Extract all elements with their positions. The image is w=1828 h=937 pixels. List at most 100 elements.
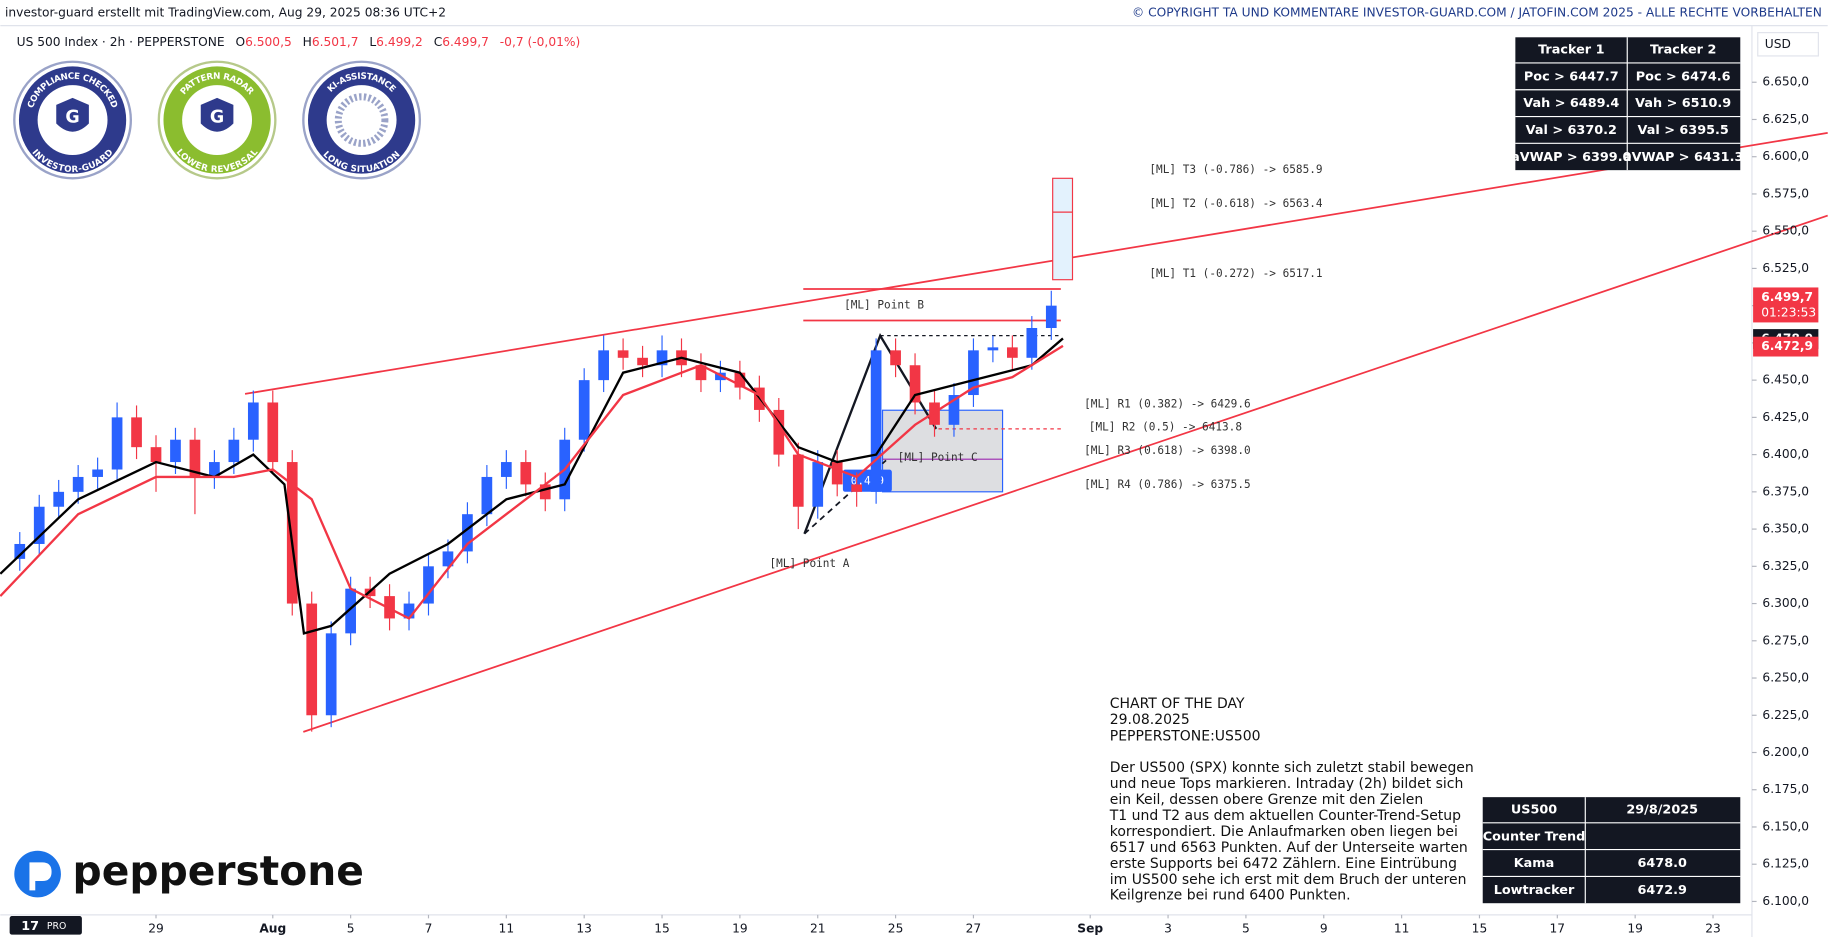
candle-body bbox=[286, 462, 298, 604]
x-tick-label: 11 bbox=[1394, 921, 1410, 935]
commentary-head: PEPPERSTONE:US500 bbox=[1110, 729, 1261, 745]
tv-logo: 17 PRO bbox=[9, 916, 82, 935]
svg-text:17: 17 bbox=[21, 919, 39, 934]
legend-label: O bbox=[235, 34, 245, 48]
candle-body bbox=[209, 462, 220, 477]
candle-body bbox=[228, 439, 240, 463]
legend: US 500 Index · 2h · PEPPERSTONE O6.500,5… bbox=[17, 34, 581, 48]
y-tick-label: 6.375,0 bbox=[1762, 484, 1809, 498]
commentary-line: Der US500 (SPX) konnte sich zuletzt stab… bbox=[1110, 760, 1474, 776]
x-tick-label: 9 bbox=[1320, 921, 1328, 935]
candle-body bbox=[909, 365, 921, 403]
x-tick-label: 19 bbox=[1627, 921, 1643, 935]
legend-symbol: US 500 Index · 2h · PEPPERSTONE bbox=[17, 34, 225, 48]
y-tick-label: 6.450,0 bbox=[1762, 373, 1809, 387]
candle-body bbox=[189, 439, 201, 477]
table-header: Tracker 2 bbox=[1650, 43, 1716, 58]
candle-body bbox=[72, 476, 84, 492]
currency-box bbox=[1757, 32, 1819, 57]
y-tick-label: 6.150,0 bbox=[1762, 819, 1809, 833]
indicator-line bbox=[0, 344, 1064, 620]
y-tick-label: 6.225,0 bbox=[1762, 708, 1809, 722]
y-tick-label: 6.200,0 bbox=[1762, 745, 1809, 759]
x-tick-label: 21 bbox=[810, 921, 826, 935]
candle-body bbox=[442, 551, 454, 567]
candle-body bbox=[325, 633, 337, 716]
table-cell: 29/8/2025 bbox=[1626, 802, 1698, 817]
candle-body bbox=[792, 454, 804, 507]
legend-value: 6.501,7 bbox=[312, 34, 359, 48]
plot bbox=[0, 290, 1064, 732]
brand-name: pepperstone bbox=[73, 847, 364, 895]
candle-body bbox=[53, 491, 65, 507]
y-tick-label: 6.400,0 bbox=[1762, 447, 1809, 461]
y-tick-label: 6.100,0 bbox=[1762, 894, 1809, 908]
x-tick-label: 11 bbox=[499, 921, 515, 935]
candle-body bbox=[656, 350, 668, 366]
table-cell: aVWAP > 6399.0 bbox=[1511, 150, 1631, 165]
countdown: 01:23:53 bbox=[1761, 306, 1816, 320]
candle-body bbox=[267, 402, 279, 463]
legend-value: 6.500,5 bbox=[245, 34, 292, 48]
brand-logo: pepperstone bbox=[14, 847, 364, 898]
x-tick-label: 15 bbox=[1472, 921, 1488, 935]
candle-body bbox=[987, 347, 999, 351]
candle-body bbox=[500, 462, 512, 477]
candle-body bbox=[637, 357, 648, 366]
commentary-line: und neue Tops markieren. Intraday (2h) b… bbox=[1110, 776, 1464, 792]
table-header: Tracker 1 bbox=[1538, 43, 1604, 58]
candle-body bbox=[1007, 347, 1018, 358]
table-cell: Poc > 6447.7 bbox=[1524, 69, 1619, 84]
x-tick-label: 13 bbox=[576, 921, 592, 935]
commentary-line: Keilgrenze bei rund 6400 Punkten. bbox=[1110, 888, 1351, 904]
candle-body bbox=[481, 476, 493, 515]
summary-table: US500 29/8/2025 Counter Trend Kama 6478.… bbox=[1483, 797, 1741, 904]
table-cell: Val > 6395.5 bbox=[1638, 123, 1729, 138]
tv-badge: PRO bbox=[47, 921, 66, 932]
legend-change: -0,7 (-0,01%) bbox=[500, 34, 580, 48]
candle-body bbox=[812, 462, 824, 507]
annotation: [ML] R2 (0.5) -> 6413.8 bbox=[1089, 421, 1242, 434]
annotation: [ML] R3 (0.618) -> 6398.0 bbox=[1084, 444, 1251, 457]
y-tick-label: 6.175,0 bbox=[1762, 782, 1809, 796]
candle-body bbox=[520, 462, 532, 485]
candle-body bbox=[170, 439, 181, 463]
legend-value: 6.499,7 bbox=[442, 34, 489, 48]
legend-label: H bbox=[303, 34, 312, 48]
y-tick-label: 6.300,0 bbox=[1762, 596, 1809, 610]
annotation: [ML] Point B bbox=[844, 298, 924, 311]
table-cell: aVWAP > 6431.3 bbox=[1623, 150, 1743, 165]
candle-body bbox=[695, 365, 707, 381]
commentary-line: 6517 und 6563 Punkten. Auf der Unterseit… bbox=[1110, 840, 1468, 856]
badge: G COMPLIANCE CHECKED INVESTOR-GUARD bbox=[13, 60, 133, 180]
table-cell: Counter Trend bbox=[1483, 829, 1586, 844]
svg-text:G: G bbox=[210, 108, 224, 128]
y-tick-label: 6.625,0 bbox=[1762, 112, 1809, 126]
y-tick-label: 6.575,0 bbox=[1762, 186, 1809, 200]
y-tick-label: 6.275,0 bbox=[1762, 633, 1809, 647]
y-tick-label: 6.425,0 bbox=[1762, 410, 1809, 424]
x-tick-label: 27 bbox=[966, 921, 982, 935]
x-tick-label: 17 bbox=[1550, 921, 1566, 935]
y-tick-label: 6.350,0 bbox=[1762, 522, 1809, 536]
x-tick-label: 5 bbox=[347, 921, 355, 935]
currency: USD bbox=[1765, 37, 1791, 51]
y-tick-label: 6.650,0 bbox=[1762, 75, 1809, 89]
candle-body bbox=[92, 469, 103, 477]
table-cell: Vah > 6489.4 bbox=[1523, 96, 1619, 111]
badge: G PATTERN RADAR LOWER REVERSAL bbox=[157, 60, 277, 180]
table-cell: Val > 6370.2 bbox=[1526, 123, 1617, 138]
candle-body bbox=[578, 380, 590, 440]
candle-body bbox=[14, 543, 26, 559]
annotation: [ML] T3 (-0.786) -> 6585.9 bbox=[1149, 163, 1322, 176]
price-label-box bbox=[1753, 287, 1819, 323]
candle-body bbox=[306, 603, 318, 716]
candle-body bbox=[423, 566, 434, 604]
badge: KI-ASSISTANCE LONG SITUATION bbox=[302, 60, 422, 180]
candle-body bbox=[773, 409, 785, 455]
candle-body bbox=[150, 447, 162, 463]
annotation: [ML] T2 (-0.618) -> 6563.4 bbox=[1149, 197, 1323, 210]
candle-body bbox=[462, 514, 473, 552]
price-label: 6.499,7 bbox=[1761, 290, 1813, 304]
